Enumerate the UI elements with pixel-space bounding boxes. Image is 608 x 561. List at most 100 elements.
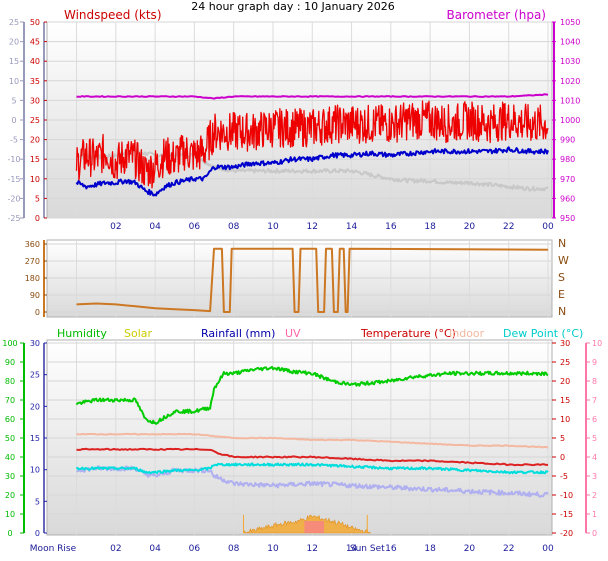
y-tick-label: 80 — [5, 377, 15, 386]
x-tick-label: 18 — [424, 222, 436, 232]
legend-indoor: Indoor — [449, 327, 485, 340]
y-tick-label: 50 — [30, 18, 40, 27]
y-tick-label: 25 — [560, 358, 570, 367]
y-tick-label: 990 — [560, 136, 575, 145]
y-tick-label: -20 — [560, 529, 573, 538]
y-tick-label: 7 — [592, 396, 597, 405]
barometer-axis-label: Barometer (hpa) — [447, 8, 546, 22]
x-tick-label: 16 — [385, 222, 397, 232]
y-tick-label: 3 — [592, 472, 597, 481]
y-tick-label: 25 — [30, 116, 40, 125]
y-tick-label: 1040 — [560, 38, 580, 47]
x-tick-label: 20 — [464, 544, 476, 554]
y-tick-label: 20 — [9, 38, 19, 47]
y-tick-label: 90 — [5, 358, 15, 367]
y-tick-label: S — [558, 271, 565, 284]
y-tick-label: 30 — [30, 96, 40, 105]
y-tick-label: -5 — [10, 136, 18, 145]
y-tick-label: 5 — [11, 96, 16, 105]
x-tick-label: 16 — [385, 544, 397, 554]
climate-axes: 0102030405060708090100051015202530-20-15… — [2, 339, 602, 554]
x-tick-label: 00 — [542, 544, 554, 554]
y-tick-label: 8 — [592, 377, 597, 386]
y-tick-label: 60 — [5, 415, 15, 424]
y-tick-label: 10 — [9, 77, 19, 86]
legend-temperature: Temperature (°C) — [360, 327, 456, 340]
legend-humidity: Humidity — [57, 327, 107, 340]
y-tick-label: 25 — [30, 371, 40, 380]
series-indoor — [76, 432, 549, 449]
climate-legend: Humidity Solar Rainfall (mm) UV Temperat… — [57, 327, 583, 340]
x-tick-label: 02 — [110, 544, 121, 554]
y-tick-label: 970 — [560, 175, 575, 184]
y-tick-label: 0 — [7, 529, 12, 538]
y-tick-label: 25 — [9, 18, 19, 27]
legend-solar: Solar — [124, 327, 153, 340]
series-temperature — [76, 447, 548, 467]
y-tick-label: 90 — [30, 291, 40, 300]
astro-markers: Moon Rise Sun Set — [30, 515, 385, 554]
y-tick-label: 1050 — [560, 18, 580, 27]
y-tick-label: 30 — [30, 339, 40, 348]
x-tick-label: 04 — [149, 544, 161, 554]
y-tick-label: 0 — [35, 308, 40, 317]
series-dark-blue — [76, 465, 549, 498]
y-tick-label: 5 — [35, 497, 40, 506]
y-tick-label: 15 — [30, 434, 40, 443]
windspeed-axis-label: Windspeed (kts) — [64, 8, 162, 22]
x-tick-label: 12 — [307, 544, 318, 554]
y-tick-label: 35 — [30, 77, 40, 86]
y-tick-label: 0 — [592, 529, 597, 538]
y-tick-label: 1010 — [560, 96, 580, 105]
y-tick-label: 10 — [30, 466, 40, 475]
marker-label: Moon Rise — [30, 544, 77, 554]
y-tick-label: 0 — [35, 214, 40, 223]
series-humidity — [75, 365, 549, 425]
y-tick-label: 10 — [560, 415, 570, 424]
y-tick-label: 10 — [592, 339, 602, 348]
y-tick-label: 5 — [35, 194, 40, 203]
y-tick-label: 20 — [30, 402, 40, 411]
y-tick-label: 1000 — [560, 116, 580, 125]
y-tick-label: 1030 — [560, 57, 580, 66]
y-tick-label: W — [558, 254, 569, 267]
series-uv — [304, 521, 325, 533]
y-tick-label: 0 — [35, 529, 40, 538]
legend-uv: UV — [285, 327, 301, 340]
legend-dewpoint: Dew Point (°C) — [503, 327, 583, 340]
y-tick-label: -10 — [560, 491, 573, 500]
y-tick-label: 180 — [25, 274, 40, 283]
x-tick-label: 22 — [503, 222, 514, 232]
x-tick-label: 06 — [189, 544, 201, 554]
y-tick-label: -5 — [560, 472, 568, 481]
marker-label: Sun Set — [350, 544, 385, 554]
wind-baro-panel: -25 -20 -15 -10 -5 0 5 10 15 20 25 0 5 10 15 20 25 30 35 40… — [7, 8, 580, 232]
y-tick-label: N — [558, 237, 566, 250]
wind-axes: -25 -20 -15 -10 -5 0 5 10 15 20 25 0 5 10 15 20 25 30 35 40… — [7, 18, 580, 232]
y-tick-label: E — [558, 288, 565, 301]
y-tick-label: 10 — [5, 510, 15, 519]
page-title: 24 hour graph day : 10 January 2026 — [191, 0, 395, 13]
y-tick-label: N — [558, 305, 566, 318]
y-tick-label: 0 — [11, 116, 16, 125]
y-tick-label: -25 — [7, 214, 20, 223]
y-tick-label: 950 — [560, 214, 575, 223]
y-tick-label: 10 — [30, 175, 40, 184]
y-tick-label: 50 — [5, 434, 15, 443]
x-tick-label: 12 — [307, 222, 318, 232]
y-tick-label: 20 — [560, 377, 570, 386]
y-tick-label: 15 — [9, 57, 19, 66]
y-tick-label: 1 — [592, 510, 597, 519]
x-tick-label: 22 — [503, 544, 514, 554]
y-tick-label: -15 — [560, 510, 573, 519]
y-tick-label: 0 — [560, 453, 565, 462]
x-tick-label: 14 — [346, 222, 358, 232]
y-tick-label: 960 — [560, 194, 575, 203]
x-tick-label: 08 — [228, 222, 240, 232]
y-tick-label: 15 — [30, 155, 40, 164]
series-wind-direction — [76, 247, 549, 313]
x-tick-label: 06 — [189, 222, 201, 232]
y-tick-label: 100 — [2, 339, 17, 348]
